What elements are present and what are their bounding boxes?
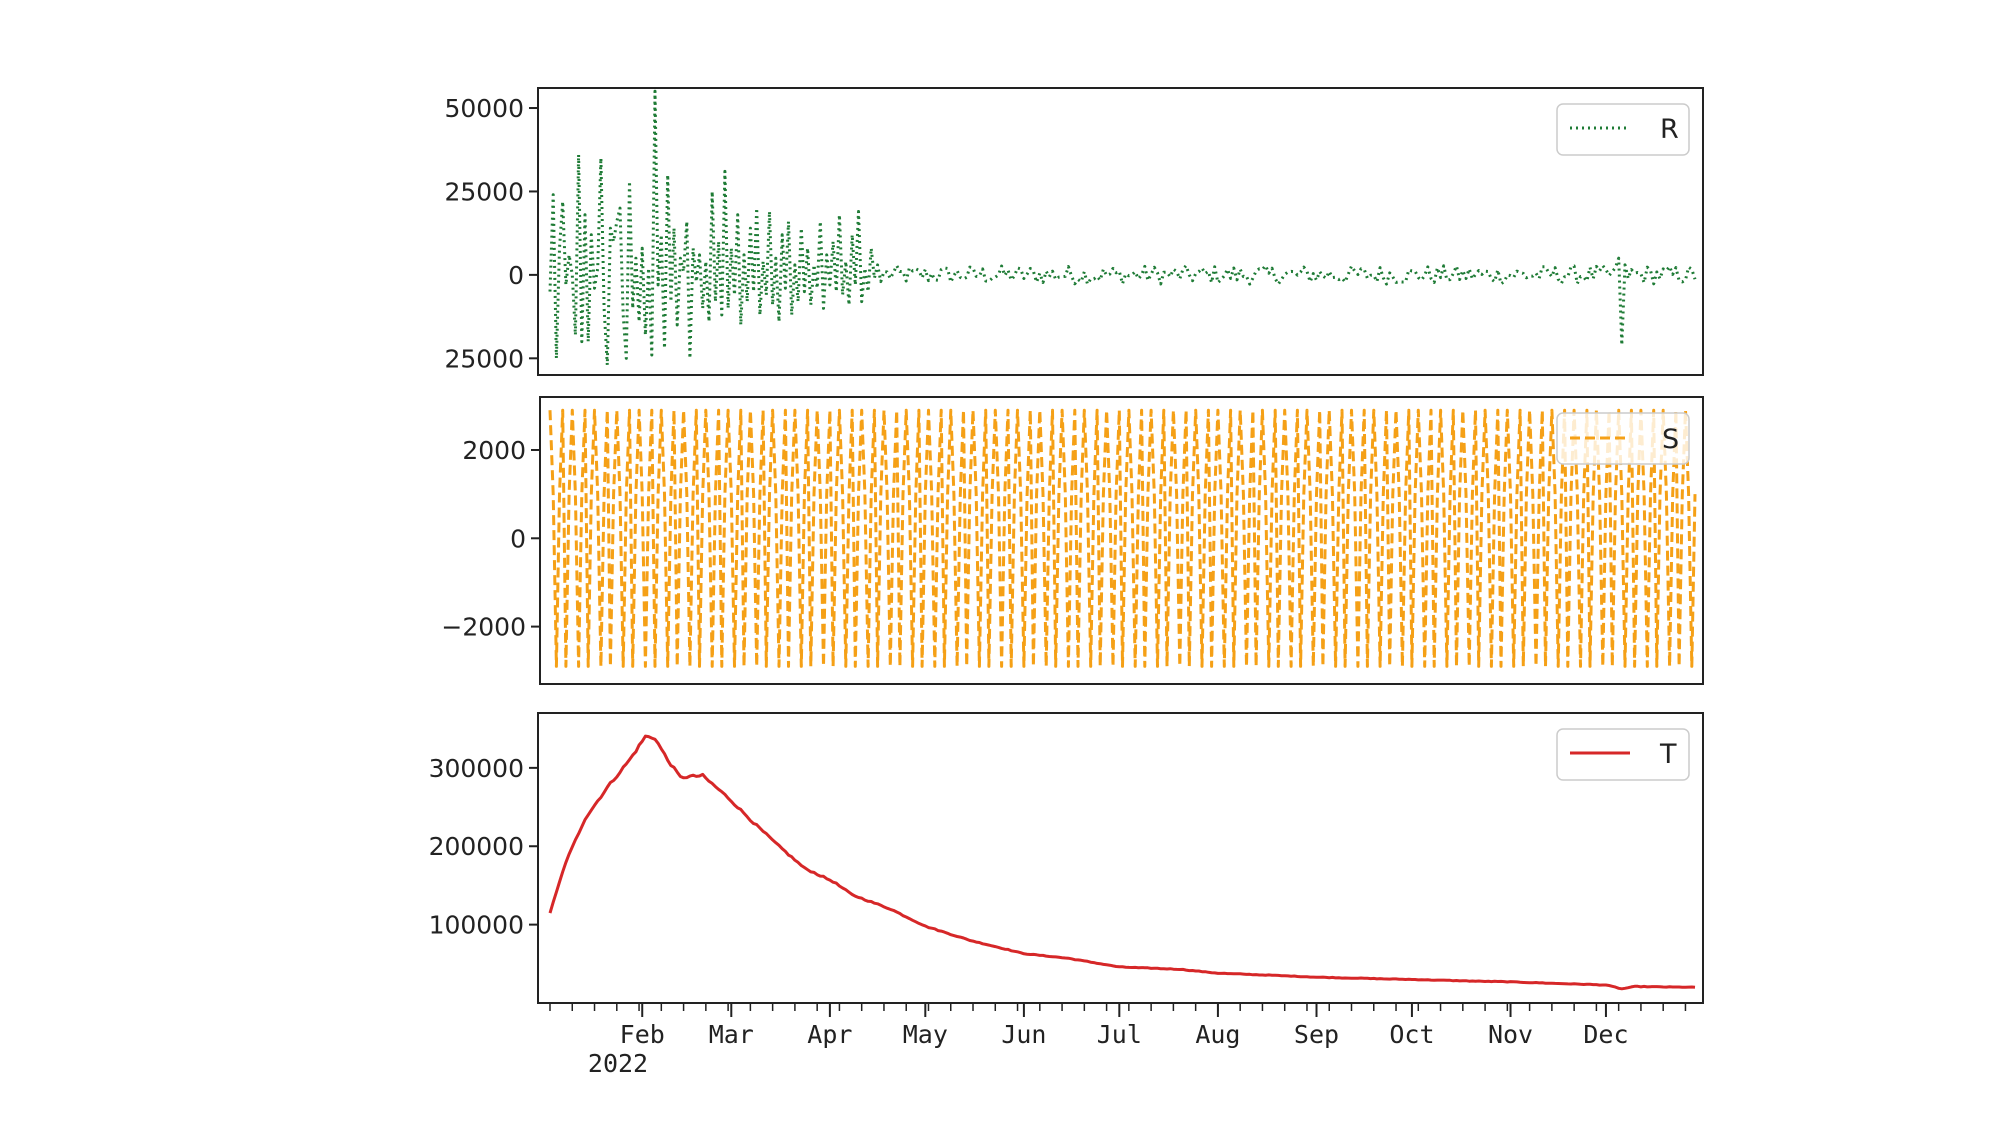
- seasonal-yaxis: −2000 0 2000: [441, 436, 540, 642]
- date-xaxis: Feb Mar Apr May Jun Jul Aug Sep Oct Nov Dec: [549, 1003, 1687, 1049]
- residual-ytick-label: 0: [508, 261, 524, 290]
- panel-seasonal: −2000 0 2000 S: [441, 396, 1704, 685]
- year-label: 2022: [588, 1049, 648, 1078]
- x-month-label-dec: Dec: [1583, 1020, 1628, 1049]
- trend-ytick-label: 100000: [429, 911, 524, 940]
- residual-plot-frame: [537, 87, 1704, 376]
- x-month-label-jun: Jun: [1001, 1020, 1046, 1049]
- seasonal-ytick-label: 2000: [462, 436, 526, 465]
- seasonal-ytick-label: 0: [510, 524, 526, 553]
- residual-yaxis: 25000 0 25000 50000: [444, 94, 538, 373]
- trend-series-group: [548, 734, 1696, 991]
- trend-ytick-label: 300000: [429, 754, 524, 783]
- residual-legend-box: [1556, 103, 1690, 156]
- residual-legend: R: [1556, 103, 1690, 156]
- trend-ytick-label: 200000: [429, 832, 524, 861]
- seasonal-legend: S: [1556, 412, 1690, 465]
- x-month-label-feb: Feb: [620, 1020, 665, 1049]
- x-month-label-sep: Sep: [1294, 1020, 1339, 1049]
- x-month-label-mar: Mar: [709, 1020, 754, 1049]
- residual-ytick-label: 50000: [444, 94, 524, 123]
- panel-residual: 25000 0 25000 50000 R: [444, 87, 1704, 376]
- trend-yaxis: 100000 200000 300000: [429, 754, 538, 940]
- seasonal-series-group: [548, 408, 1697, 668]
- trend-legend-label: T: [1659, 739, 1677, 770]
- x-month-label-apr: Apr: [807, 1020, 852, 1049]
- residual-ytick-label: 25000: [444, 177, 524, 206]
- panel-trend: 100000 200000 300000 T Feb Mar Apr May Jun Jul A…: [429, 712, 1704, 1078]
- trend-plot-frame: [537, 712, 1704, 1004]
- x-month-label-may: May: [903, 1020, 948, 1049]
- x-month-label-oct: Oct: [1389, 1020, 1434, 1049]
- x-month-label-aug: Aug: [1195, 1020, 1240, 1049]
- residual-legend-label: R: [1660, 114, 1679, 145]
- x-month-label-nov: Nov: [1488, 1020, 1533, 1049]
- seasonal-legend-label: S: [1662, 424, 1679, 455]
- trend-series-line-T: [548, 734, 1696, 991]
- x-month-label-jul: Jul: [1097, 1020, 1142, 1049]
- seasonal-series-line-S: [548, 408, 1697, 668]
- residual-ytick-label: 25000: [444, 344, 524, 373]
- seasonal-ytick-label: −2000: [441, 613, 526, 642]
- trend-legend: T: [1556, 728, 1690, 781]
